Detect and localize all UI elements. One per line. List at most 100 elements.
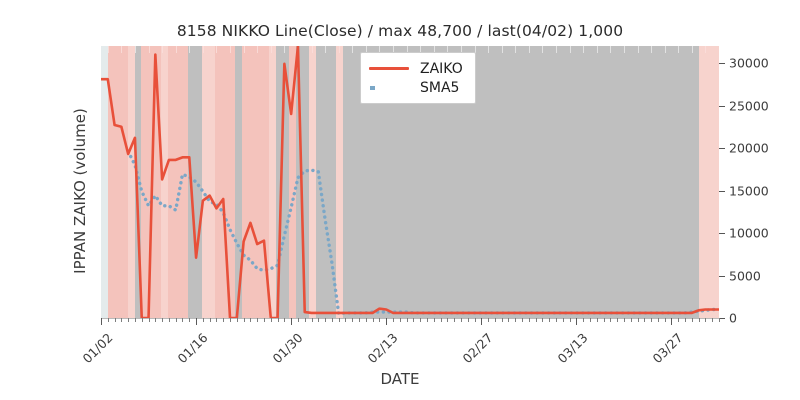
x-axis-major-tick [386, 318, 388, 325]
x-axis-minor-tick [454, 318, 456, 322]
gridline-vertical [311, 46, 313, 318]
x-axis-minor-tick [515, 318, 517, 322]
gridline-vertical [651, 46, 653, 318]
x-axis-tick-label: 01/30 [269, 330, 306, 367]
gridline-vertical [515, 46, 517, 318]
x-axis-minor-tick [589, 318, 591, 322]
x-axis-minor-tick [494, 318, 496, 322]
x-axis-major-tick [291, 318, 293, 325]
x-axis-minor-tick [243, 318, 245, 322]
y-axis-tick [719, 233, 725, 234]
x-axis-minor-tick [182, 318, 184, 322]
x-axis-minor-tick [467, 318, 469, 322]
series-line-zaiko [101, 46, 719, 318]
x-axis-minor-tick [141, 318, 143, 322]
background-band [201, 46, 216, 318]
x-axis-major-tick [481, 318, 483, 325]
x-axis-title: DATE [380, 370, 420, 388]
x-axis-minor-tick [705, 318, 707, 322]
gridline-vertical [325, 46, 327, 318]
gridline-vertical [528, 46, 530, 318]
gridline-vertical [542, 46, 544, 318]
background-band [101, 46, 108, 318]
gridline-vertical [175, 46, 177, 318]
gridline-vertical [162, 46, 164, 318]
page-title: 8158 NIKKO Line(Close) / max 48,700 / la… [176, 22, 624, 40]
x-axis-minor-tick [542, 318, 544, 322]
gridline-vertical [664, 46, 666, 318]
x-axis-minor-tick [372, 318, 374, 322]
x-axis-line [101, 318, 719, 319]
gridline-vertical [393, 46, 395, 318]
gridline-vertical [623, 46, 625, 318]
legend-swatch-sma5 [369, 82, 409, 94]
x-axis-minor-tick [399, 318, 401, 322]
x-axis-minor-tick [162, 318, 164, 322]
x-axis-minor-tick [331, 318, 333, 322]
gridline-vertical [148, 46, 150, 318]
x-axis-minor-tick [678, 318, 680, 322]
x-axis-minor-tick [623, 318, 625, 322]
x-axis-minor-tick [610, 318, 612, 322]
background-band [242, 46, 269, 318]
gridline-vertical [338, 46, 340, 318]
legend-label-zaiko: ZAIKO [420, 60, 463, 77]
x-axis-minor-tick [216, 318, 218, 322]
gridline-vertical [488, 46, 490, 318]
x-axis-minor-tick [522, 318, 524, 322]
x-axis-minor-tick [311, 318, 313, 322]
x-axis-tick-label: 02/13 [364, 330, 401, 367]
x-axis-minor-tick [121, 318, 123, 322]
gridline-vertical [379, 46, 381, 318]
background-band [235, 46, 243, 318]
x-axis-minor-tick [447, 318, 449, 322]
x-axis-minor-tick [128, 318, 130, 322]
x-axis-minor-tick [352, 318, 354, 322]
background-band [161, 46, 169, 318]
legend-item-sma5: SMA5 [369, 78, 463, 97]
x-axis-minor-tick [393, 318, 395, 322]
gridline-vertical [216, 46, 218, 318]
gridline-vertical [596, 46, 598, 318]
x-axis-major-tick [196, 318, 198, 325]
x-axis-minor-tick [719, 318, 720, 322]
gridline-vertical [230, 46, 232, 318]
x-axis-minor-tick [230, 318, 232, 322]
gridline-vertical [447, 46, 449, 318]
legend-item-zaiko: ZAIKO [369, 59, 463, 78]
x-axis-minor-tick [691, 318, 693, 322]
gridline-vertical [569, 46, 571, 318]
x-axis-minor-tick [209, 318, 211, 322]
x-axis-minor-tick [657, 318, 659, 322]
x-axis-minor-tick [345, 318, 347, 322]
background-band [698, 46, 719, 318]
gridline-vertical [420, 46, 422, 318]
x-axis-minor-tick [107, 318, 109, 322]
x-axis-minor-tick [270, 318, 272, 322]
gridline-vertical [678, 46, 680, 318]
y-axis-tick [719, 190, 725, 192]
x-axis-minor-tick [148, 318, 150, 322]
y-axis-title: IPPAN ZAIKO (volume) [71, 108, 89, 274]
x-axis-minor-tick [637, 318, 639, 322]
y-axis-tick-label: 10000 [729, 225, 769, 241]
background-band [309, 46, 316, 318]
y-axis-tick-label: 25000 [729, 98, 769, 113]
x-axis-minor-tick [556, 318, 557, 322]
gridline-vertical [460, 46, 462, 318]
gridline-vertical [610, 46, 612, 318]
y-axis-tick-label: 5000 [729, 268, 761, 283]
gridline-vertical [406, 46, 408, 318]
x-axis-minor-tick [406, 318, 408, 322]
gridline-vertical [270, 46, 272, 318]
gridline-vertical [501, 46, 503, 318]
y-axis-tick [719, 105, 725, 107]
gridline-vertical [705, 46, 707, 318]
x-axis-minor-tick [304, 318, 306, 322]
x-axis-minor-tick [426, 318, 428, 322]
y-axis-tick-label: 30000 [729, 55, 769, 71]
x-axis-minor-tick [250, 318, 252, 322]
x-axis-minor-tick [651, 318, 653, 322]
x-axis-minor-tick [549, 318, 551, 322]
x-axis-minor-tick [698, 318, 700, 322]
